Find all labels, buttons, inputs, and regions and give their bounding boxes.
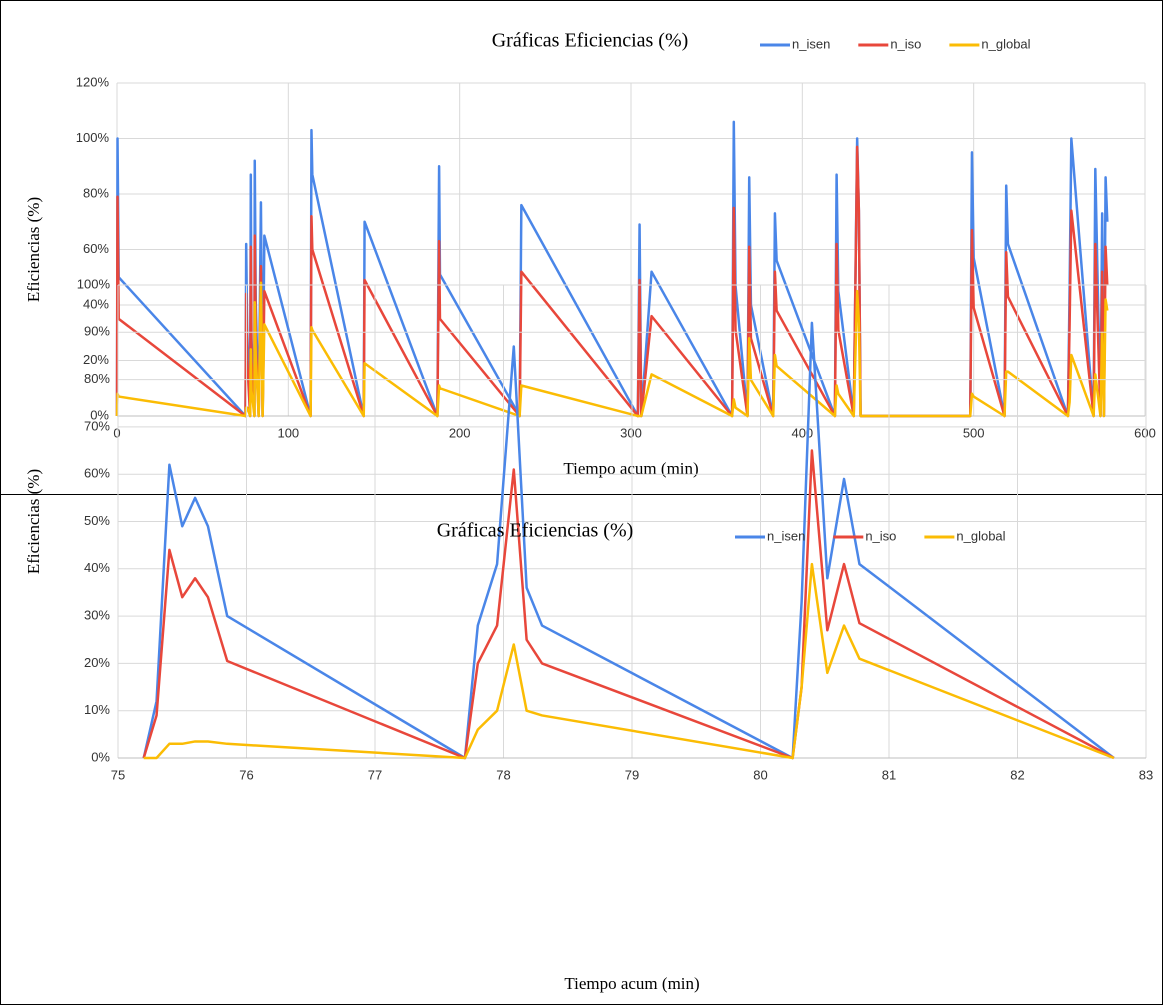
panel-border	[0, 0, 1163, 495]
data-line	[115, 145, 1109, 418]
x-tick-label: 600	[1134, 425, 1156, 440]
x-tick-label: 0	[113, 425, 120, 440]
x-tick-label: 76	[239, 767, 253, 782]
data-line	[143, 562, 1115, 760]
y-tick-label: 90%	[84, 324, 110, 339]
y-tick-label: 60%	[84, 466, 110, 481]
x-axis-title: Tiempo acum (min)	[564, 974, 699, 993]
y-tick-label: 0%	[91, 749, 110, 764]
y-tick-label: 100%	[77, 276, 111, 291]
chart-title: Gráficas Eficiencias (%)	[437, 520, 634, 542]
y-axis-title: Eficiencias (%)	[24, 469, 43, 574]
data-line	[142, 321, 1115, 760]
legend-label: n_global	[956, 528, 1005, 543]
y-tick-label: 80%	[84, 371, 110, 386]
x-tick-label: 78	[496, 767, 510, 782]
legend-label: n_isen	[767, 528, 805, 543]
x-axis-title: Tiempo acum (min)	[563, 459, 698, 478]
legend-label: n_isen	[792, 36, 830, 51]
y-tick-label: 10%	[84, 702, 110, 717]
x-tick-label: 79	[625, 767, 639, 782]
y-tick-label: 20%	[84, 655, 110, 670]
legend-label: n_iso	[890, 36, 921, 51]
x-tick-label: 100	[277, 425, 299, 440]
legend-label: n_iso	[865, 528, 896, 543]
x-tick-label: 300	[620, 425, 642, 440]
y-tick-label: 70%	[84, 418, 110, 433]
y-tick-label: 40%	[84, 560, 110, 575]
data-line	[142, 449, 1115, 760]
y-tick-label: 120%	[76, 74, 110, 89]
x-tick-label: 400	[791, 425, 813, 440]
y-tick-label: 60%	[83, 241, 109, 256]
y-tick-label: 0%	[90, 407, 109, 422]
x-tick-label: 80	[753, 767, 767, 782]
y-tick-label: 50%	[84, 513, 110, 528]
data-line	[115, 120, 1109, 418]
x-tick-label: 82	[1010, 767, 1024, 782]
y-tick-label: 30%	[84, 608, 110, 623]
y-tick-label: 40%	[83, 296, 109, 311]
chart-title: Gráficas Eficiencias (%)	[492, 30, 689, 52]
x-tick-label: 77	[368, 767, 382, 782]
data-line	[115, 281, 1109, 418]
y-axis-title: Eficiencias (%)	[24, 197, 43, 302]
x-tick-label: 83	[1139, 767, 1153, 782]
x-tick-label: 75	[111, 767, 125, 782]
legend-label: n_global	[981, 36, 1030, 51]
x-tick-label: 500	[963, 425, 985, 440]
y-tick-label: 100%	[76, 130, 110, 145]
x-tick-label: 81	[882, 767, 896, 782]
y-tick-label: 20%	[83, 352, 109, 367]
y-tick-label: 80%	[83, 185, 109, 200]
x-tick-label: 200	[449, 425, 471, 440]
